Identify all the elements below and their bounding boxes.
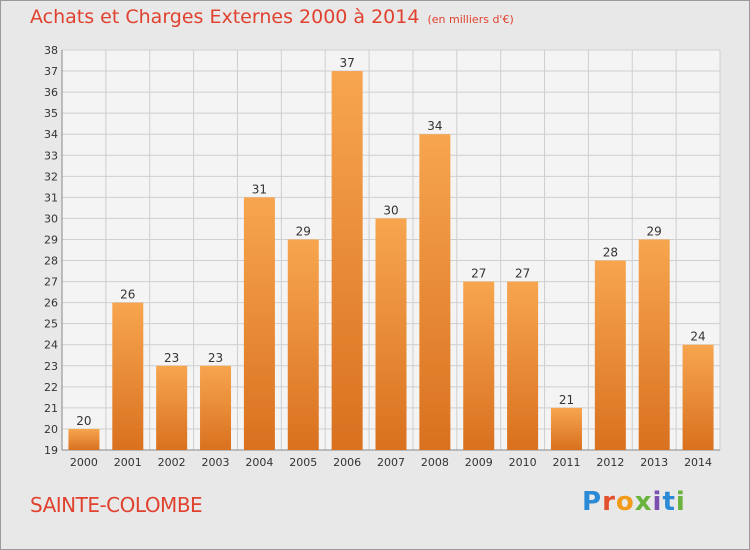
bar [156, 365, 188, 450]
logo-letter: i [675, 487, 686, 517]
x-tick-label: 2013 [640, 456, 668, 469]
x-tick-label: 2007 [377, 456, 405, 469]
y-tick-label: 26 [44, 297, 58, 310]
y-tick-label: 24 [44, 339, 58, 352]
y-tick-label: 38 [44, 44, 58, 57]
logo-letter: i [652, 487, 663, 517]
x-tick-label: 2004 [245, 456, 273, 469]
bar [68, 428, 100, 450]
chart-title: Achats et Charges Externes 2000 à 2014 (e… [30, 6, 514, 28]
x-tick-label: 2011 [552, 456, 580, 469]
logo-letter: r [602, 487, 616, 517]
y-tick-label: 25 [44, 318, 58, 331]
bar [419, 134, 451, 451]
y-tick-label: 35 [44, 107, 58, 120]
bar-value-label: 20 [76, 414, 91, 428]
logo-letter: o [615, 487, 635, 517]
bar-value-label: 23 [164, 351, 179, 365]
bar [375, 218, 407, 450]
title-text: Achats et Charges Externes 2000 à 2014 [30, 6, 420, 28]
bar-value-label: 27 [471, 267, 486, 281]
bar [287, 239, 319, 450]
bar [463, 281, 495, 450]
bar [200, 365, 232, 450]
y-tick-label: 23 [44, 360, 58, 373]
x-tick-label: 2003 [202, 456, 230, 469]
x-tick-label: 2005 [289, 456, 317, 469]
y-tick-label: 37 [44, 65, 58, 78]
bar-value-label: 37 [339, 56, 354, 70]
x-tick-label: 2008 [421, 456, 449, 469]
bar [550, 407, 582, 450]
y-tick-label: 27 [44, 276, 58, 289]
y-tick-label: 21 [44, 402, 58, 415]
bar-value-label: 31 [252, 182, 267, 196]
y-tick-label: 36 [44, 86, 58, 99]
x-tick-label: 2006 [333, 456, 361, 469]
x-tick-label: 2014 [684, 456, 712, 469]
bar-value-label: 23 [208, 351, 223, 365]
y-tick-label: 22 [44, 381, 58, 394]
bar [594, 260, 626, 450]
x-tick-label: 2001 [114, 456, 142, 469]
unit-label: (en milliers d'€) [427, 13, 514, 26]
bar-value-label: 24 [690, 330, 705, 344]
x-tick-label: 2012 [596, 456, 624, 469]
y-tick-label: 30 [44, 212, 58, 225]
bar [507, 281, 539, 450]
bar [682, 344, 714, 450]
x-tick-label: 2010 [509, 456, 537, 469]
y-tick-label: 34 [44, 128, 58, 141]
bar-value-label: 27 [515, 267, 530, 281]
logo-letter: P [582, 487, 603, 517]
bar-value-label: 34 [427, 119, 442, 133]
y-tick-label: 28 [44, 255, 58, 268]
proxiti-logo: Proxiti [582, 487, 686, 517]
bar-value-label: 30 [383, 203, 398, 217]
bar [243, 197, 275, 450]
y-tick-label: 29 [44, 233, 58, 246]
y-tick-label: 20 [44, 423, 58, 436]
y-tick-label: 31 [44, 191, 58, 204]
bar-value-label: 28 [603, 246, 618, 260]
logo-letter: t [662, 487, 676, 517]
bar-value-label: 21 [559, 393, 574, 407]
bar [331, 71, 363, 450]
x-tick-label: 2002 [158, 456, 186, 469]
bar [638, 239, 670, 450]
town-name: SAINTE-COLOMBE [30, 493, 203, 517]
x-tick-label: 2000 [70, 456, 98, 469]
x-tick-label: 2009 [465, 456, 493, 469]
bar-value-label: 29 [647, 224, 662, 238]
bar-value-label: 29 [296, 224, 311, 238]
bar [112, 302, 144, 450]
bar-value-label: 26 [120, 288, 135, 302]
logo-letter: x [634, 487, 653, 517]
y-tick-label: 32 [44, 170, 58, 183]
y-tick-label: 33 [44, 149, 58, 162]
y-tick-label: 19 [44, 444, 58, 457]
